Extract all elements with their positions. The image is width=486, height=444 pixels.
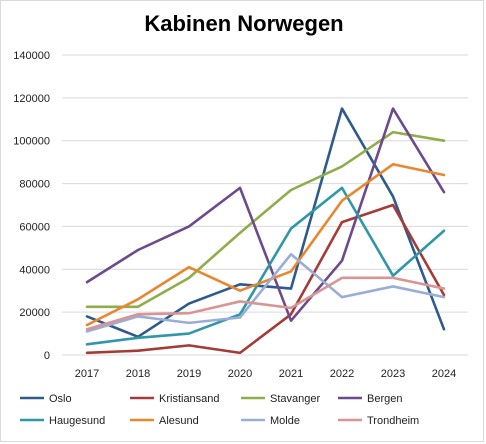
series-line-molde bbox=[85, 252, 446, 333]
x-tick-label: 2018 bbox=[126, 368, 150, 380]
y-tick-label: 120000 bbox=[13, 93, 50, 105]
y-tick-label: 0 bbox=[44, 350, 50, 362]
x-tick-label: 2019 bbox=[177, 368, 201, 380]
legend-label: Bergen bbox=[367, 393, 402, 405]
chart-title: Kabinen Norwegen bbox=[144, 11, 344, 36]
legend-item-molde: Molde bbox=[241, 415, 300, 427]
x-tick-label: 2017 bbox=[75, 368, 99, 380]
x-axis-ticks: 2017 2018 2019 2020 2021 2022 2023 2024 bbox=[75, 368, 456, 380]
legend-label: Oslo bbox=[49, 393, 72, 405]
series-line-alesund bbox=[85, 162, 446, 327]
x-tick-label: 2024 bbox=[432, 368, 456, 380]
legend-label: Molde bbox=[270, 415, 300, 427]
legend-item-oslo: Oslo bbox=[20, 393, 72, 405]
legend-item-haugesund: Haugesund bbox=[20, 415, 105, 427]
legend-item-bergen: Bergen bbox=[338, 393, 402, 405]
series-line-oslo bbox=[85, 107, 446, 339]
series-line-trondheim bbox=[85, 276, 446, 331]
y-tick-label: 20000 bbox=[19, 307, 50, 319]
series-lines bbox=[85, 107, 446, 355]
legend-item-alesund: Alesund bbox=[130, 415, 199, 427]
x-tick-label: 2021 bbox=[279, 368, 303, 380]
legend-label: Stavanger bbox=[270, 393, 320, 405]
legend-item-stavanger: Stavanger bbox=[241, 393, 320, 405]
y-tick-label: 100000 bbox=[13, 136, 50, 148]
legend-label: Kristiansand bbox=[159, 393, 220, 405]
x-tick-label: 2020 bbox=[228, 368, 252, 380]
legend: Oslo Kristiansand Stavanger Bergen Haugesund… bbox=[20, 393, 419, 427]
x-tick-label: 2022 bbox=[330, 368, 354, 380]
x-tick-label: 2023 bbox=[381, 368, 405, 380]
legend-item-trondheim: Trondheim bbox=[338, 415, 419, 427]
grid-lines bbox=[62, 54, 468, 356]
series-line-kristiansand bbox=[85, 203, 446, 355]
y-tick-label: 40000 bbox=[19, 264, 50, 276]
y-tick-label: 60000 bbox=[19, 221, 50, 233]
legend-label: Alesund bbox=[159, 415, 199, 427]
y-axis-ticks: 0 20000 40000 60000 80000 100000 120000 140000 bbox=[13, 50, 50, 362]
legend-item-kristiansand: Kristiansand bbox=[130, 393, 220, 405]
legend-label: Haugesund bbox=[49, 415, 105, 427]
series-line-haugesund bbox=[85, 186, 446, 346]
y-tick-label: 80000 bbox=[19, 179, 50, 191]
legend-label: Trondheim bbox=[367, 415, 419, 427]
y-tick-label: 140000 bbox=[13, 50, 50, 62]
series-line-bergen bbox=[85, 107, 446, 323]
